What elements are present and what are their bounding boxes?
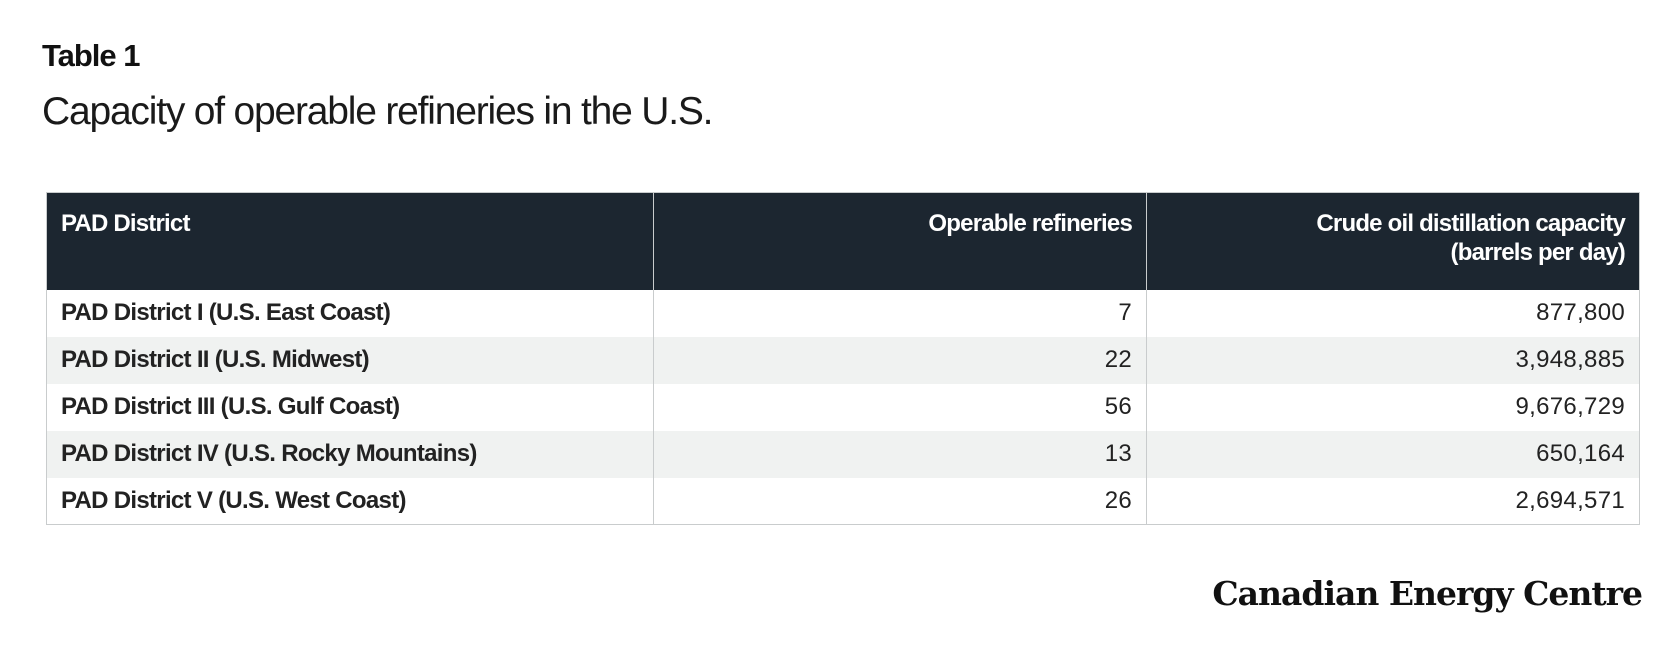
header-pad-district: PAD District — [46, 192, 654, 290]
cell-district: PAD District II (U.S. Midwest) — [46, 336, 654, 384]
refinery-capacity-table: PAD District Operable refineries Crude o… — [46, 192, 1640, 525]
table-row: PAD District IV (U.S. Rocky Mountains) 1… — [46, 430, 1640, 478]
header-capacity-line1: Crude oil distillation capacity — [1316, 210, 1625, 237]
table-header-row: PAD District Operable refineries Crude o… — [46, 192, 1640, 290]
table-row: PAD District V (U.S. West Coast) 26 2,69… — [46, 477, 1640, 525]
cell-capacity: 9,676,729 — [1146, 383, 1640, 431]
cell-refineries: 7 — [653, 289, 1147, 337]
cell-capacity: 877,800 — [1146, 289, 1640, 337]
cell-district: PAD District III (U.S. Gulf Coast) — [46, 383, 654, 431]
header-capacity-line2: (barrels per day) — [1450, 239, 1626, 266]
header-operable-refineries: Operable refineries — [653, 192, 1147, 290]
cell-refineries: 56 — [653, 383, 1147, 431]
cell-refineries: 13 — [653, 430, 1147, 478]
cell-refineries: 26 — [653, 477, 1147, 525]
cell-district: PAD District I (U.S. East Coast) — [46, 289, 654, 337]
table-row: PAD District II (U.S. Midwest) 22 3,948,… — [46, 336, 1640, 384]
table-title: Capacity of operable refineries in the U… — [42, 90, 713, 133]
table-row: PAD District III (U.S. Gulf Coast) 56 9,… — [46, 383, 1640, 431]
table-label: Table 1 — [42, 38, 141, 73]
header-distillation-capacity: Crude oil distillation capacity (barrels… — [1146, 192, 1640, 290]
brand-logo: Canadian Energy Centre — [1212, 574, 1643, 613]
table-row: PAD District I (U.S. East Coast) 7 877,8… — [46, 289, 1640, 337]
cell-capacity: 650,164 — [1146, 430, 1640, 478]
cell-district: PAD District IV (U.S. Rocky Mountains) — [46, 430, 654, 478]
cell-district: PAD District V (U.S. West Coast) — [46, 477, 654, 525]
cell-capacity: 3,948,885 — [1146, 336, 1640, 384]
cell-refineries: 22 — [653, 336, 1147, 384]
cell-capacity: 2,694,571 — [1146, 477, 1640, 525]
